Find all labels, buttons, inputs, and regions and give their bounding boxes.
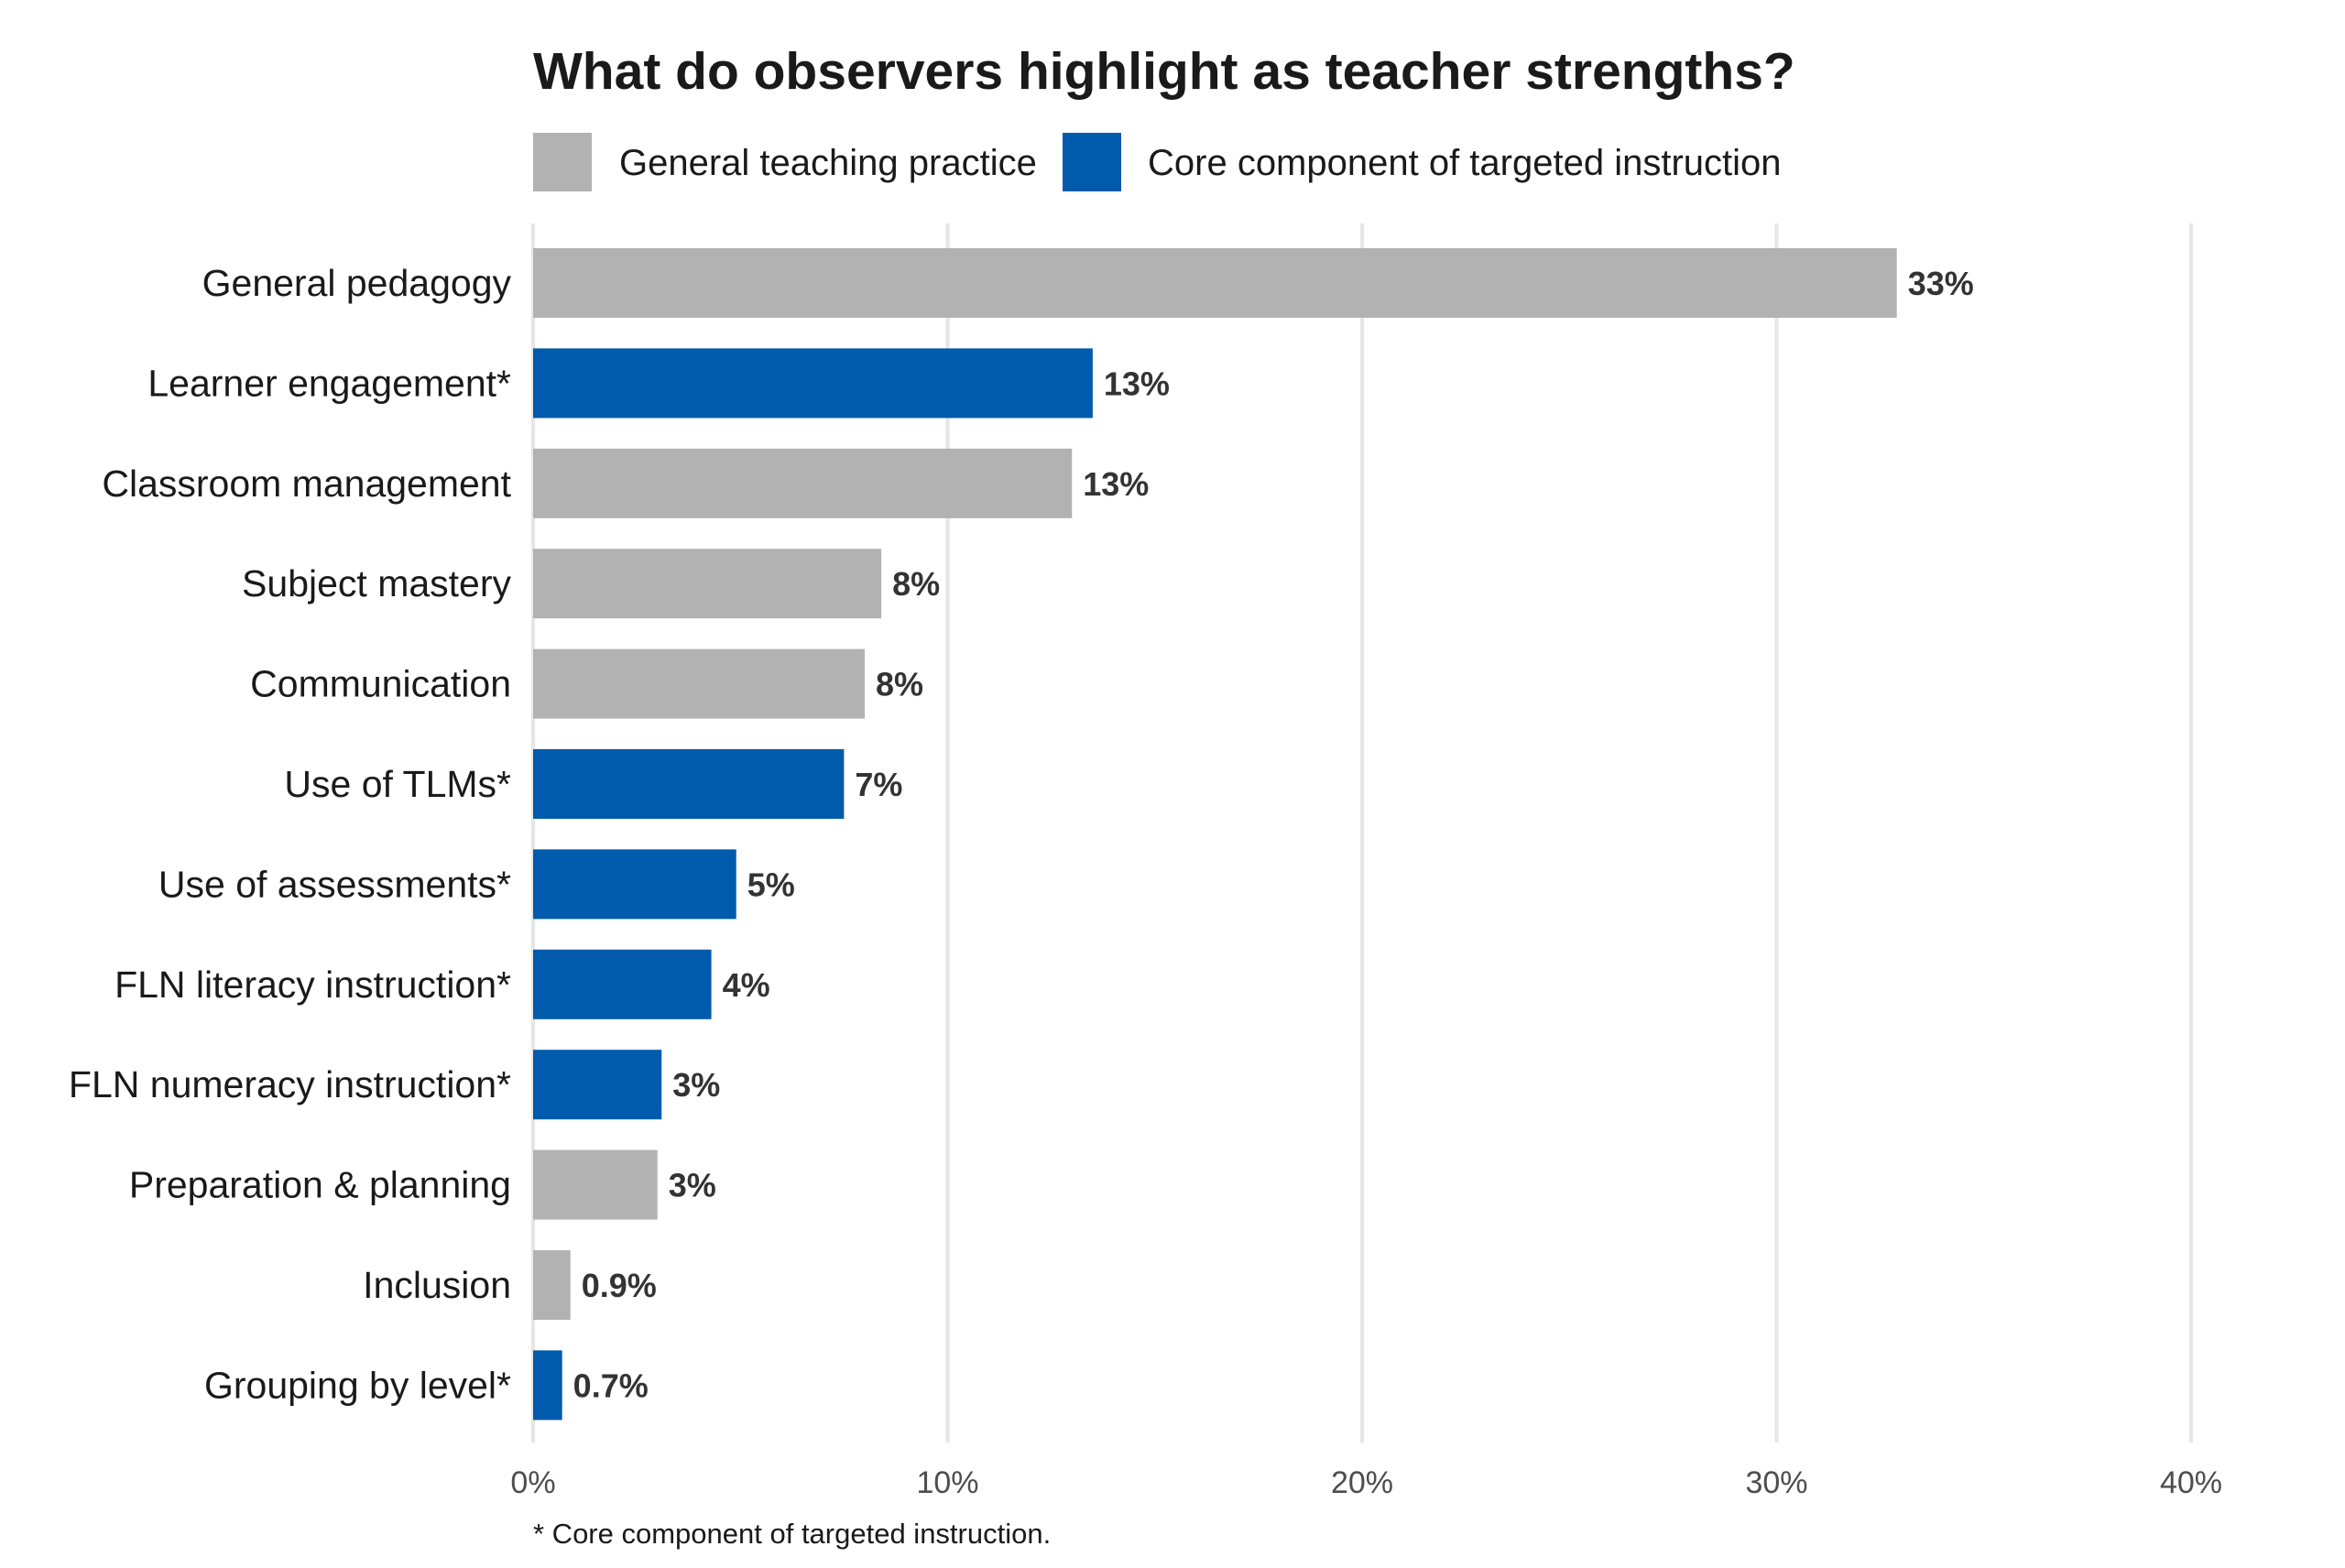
- category-label: Use of assessments*: [158, 863, 511, 905]
- legend-label-core: Core component of targeted instruction: [1148, 143, 1782, 183]
- category-label: Inclusion: [363, 1264, 511, 1306]
- chart-title: What do observers highlight as teacher s…: [533, 42, 1795, 101]
- value-label: 0.9%: [582, 1267, 657, 1304]
- bar: [533, 348, 1093, 419]
- bar: [533, 648, 865, 719]
- category-label: Communication: [250, 663, 511, 705]
- value-label: 0.7%: [573, 1367, 649, 1404]
- category-label: Classroom management: [102, 463, 511, 505]
- bar: [533, 1250, 571, 1320]
- category-labels: General pedagogy Learner engagement* Class…: [69, 262, 512, 1406]
- bar: [533, 949, 712, 1019]
- bars: [533, 248, 1897, 1421]
- value-labels: 33% 13% 13% 8% 8% 7% 5% 4% 3% 3% 0.9% 0.7%: [573, 265, 1974, 1404]
- grid-lines: [531, 223, 2193, 1443]
- legend-label-general: General teaching practice: [619, 143, 1037, 183]
- value-label: 33%: [1908, 265, 1974, 302]
- value-label: 3%: [672, 1066, 720, 1104]
- bar: [533, 1149, 658, 1220]
- value-label: 3%: [669, 1167, 716, 1204]
- x-tick-label: 30%: [1745, 1465, 1807, 1500]
- x-tick-label: 10%: [916, 1465, 978, 1500]
- legend-swatch-general: [533, 133, 592, 191]
- value-label: 7%: [855, 766, 902, 803]
- value-label: 8%: [892, 565, 940, 603]
- x-axis-ticks: 0% 10% 20% 30% 40%: [510, 1465, 2222, 1500]
- category-label: FLN numeracy instruction*: [69, 1063, 511, 1105]
- bar: [533, 1050, 662, 1120]
- category-label: Use of TLMs*: [284, 763, 511, 805]
- category-label: Preparation & planning: [129, 1164, 511, 1206]
- legend: General teaching practice Core component…: [533, 133, 1782, 191]
- bar: [533, 448, 1073, 518]
- category-label: General pedagogy: [202, 262, 512, 304]
- bar: [533, 749, 845, 819]
- x-tick-label: 0%: [510, 1465, 555, 1500]
- category-label: Learner engagement*: [147, 362, 511, 404]
- bar: [533, 849, 736, 920]
- footnote: * Core component of targeted instruction…: [533, 1518, 1051, 1550]
- value-label: 4%: [723, 966, 770, 1004]
- x-tick-label: 20%: [1331, 1465, 1393, 1500]
- x-tick-label: 40%: [2160, 1465, 2222, 1500]
- category-label: Grouping by level*: [204, 1364, 511, 1406]
- category-label: Subject mastery: [242, 562, 511, 604]
- bar: [533, 549, 882, 619]
- value-label: 5%: [747, 866, 795, 903]
- legend-swatch-core: [1063, 133, 1121, 191]
- value-label: 8%: [876, 666, 923, 703]
- category-label: FLN literacy instruction*: [115, 964, 511, 1006]
- bar: [533, 1350, 562, 1421]
- bar: [533, 248, 1897, 318]
- value-label: 13%: [1083, 465, 1149, 503]
- value-label: 13%: [1104, 365, 1170, 402]
